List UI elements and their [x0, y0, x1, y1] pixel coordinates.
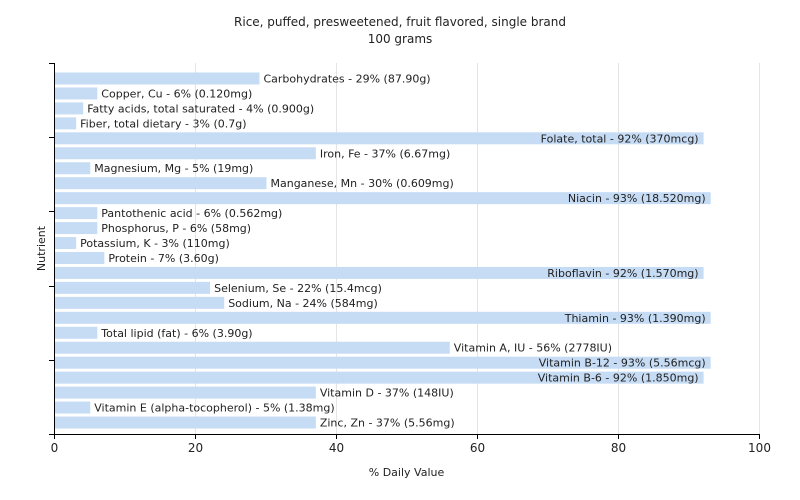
bar [55, 222, 98, 235]
bar [55, 311, 711, 324]
bar [55, 237, 77, 250]
bar-label: Folate, total - 92% (370mcg) [541, 132, 699, 145]
x-tick-label: 20 [188, 441, 203, 455]
bar [55, 401, 91, 414]
bar-label: Carbohydrates - 29% (87.90g) [263, 72, 430, 85]
bar-label: Fiber, total dietary - 3% (0.7g) [80, 117, 246, 130]
bar [55, 162, 91, 175]
bar-label: Vitamin D - 37% (148IU) [320, 387, 454, 400]
bar-label: Iron, Fe - 37% (6.67mg) [320, 147, 450, 160]
bar-label: Total lipid (fat) - 6% (3.90g) [100, 327, 252, 340]
bar [55, 371, 704, 384]
bar [55, 266, 704, 279]
bar [55, 132, 704, 145]
bar-label: Selenium, Se - 22% (15.4mcg) [214, 282, 382, 295]
x-tick-label: 60 [470, 441, 485, 455]
bar-label: Vitamin B-12 - 93% (5.56mcg) [539, 357, 706, 370]
bar [55, 117, 77, 130]
x-tick-label: 0 [51, 441, 59, 455]
bar [55, 207, 98, 220]
bar-label: Vitamin B-6 - 92% (1.850mg) [538, 372, 699, 385]
x-tick-label: 40 [329, 441, 344, 455]
bar [55, 102, 84, 115]
bar [55, 416, 316, 429]
y-axis-title: Nutrient [35, 225, 48, 271]
x-tick-label: 100 [748, 441, 771, 455]
bar-label: Vitamin A, IU - 56% (2778IU) [454, 342, 612, 355]
bar-label: Riboflavin - 92% (1.570mg) [547, 267, 698, 280]
bar-label: Pantothenic acid - 6% (0.562mg) [101, 207, 282, 220]
bar-label: Zinc, Zn - 37% (5.56mg) [320, 417, 455, 430]
bar-label: Manganese, Mn - 30% (0.609mg) [271, 177, 454, 190]
bar [55, 326, 98, 339]
bar-label: Niacin - 93% (18.520mg) [568, 192, 706, 205]
bar [55, 386, 316, 399]
bar [55, 341, 450, 354]
bar [55, 281, 211, 294]
bar [55, 356, 711, 369]
bar-label: Protein - 7% (3.60g) [108, 252, 219, 265]
bar [55, 251, 105, 264]
x-axis-title: % Daily Value [369, 466, 445, 479]
chart-title: Rice, puffed, presweetened, fruit flavor… [234, 15, 566, 29]
bar-label: Sodium, Na - 24% (584mg) [228, 297, 378, 310]
bar-label: Phosphorus, P - 6% (58mg) [101, 222, 251, 235]
bar-label: Magnesium, Mg - 5% (19mg) [94, 162, 253, 175]
bar-label: Fatty acids, total saturated - 4% (0.900… [87, 102, 314, 115]
bar [55, 87, 98, 100]
bar [55, 72, 260, 85]
bar [55, 296, 225, 309]
bar-label: Vitamin E (alpha-tocopherol) - 5% (1.38m… [94, 402, 334, 415]
bar [55, 147, 316, 160]
bar-label: Thiamin - 93% (1.390mg) [564, 312, 706, 325]
bar [55, 177, 267, 190]
bar-label: Copper, Cu - 6% (0.120mg) [101, 87, 252, 100]
bar-label: Potassium, K - 3% (110mg) [80, 237, 230, 250]
x-tick-label: 80 [611, 441, 626, 455]
bar [55, 192, 711, 205]
chart-subtitle: 100 grams [367, 32, 433, 46]
